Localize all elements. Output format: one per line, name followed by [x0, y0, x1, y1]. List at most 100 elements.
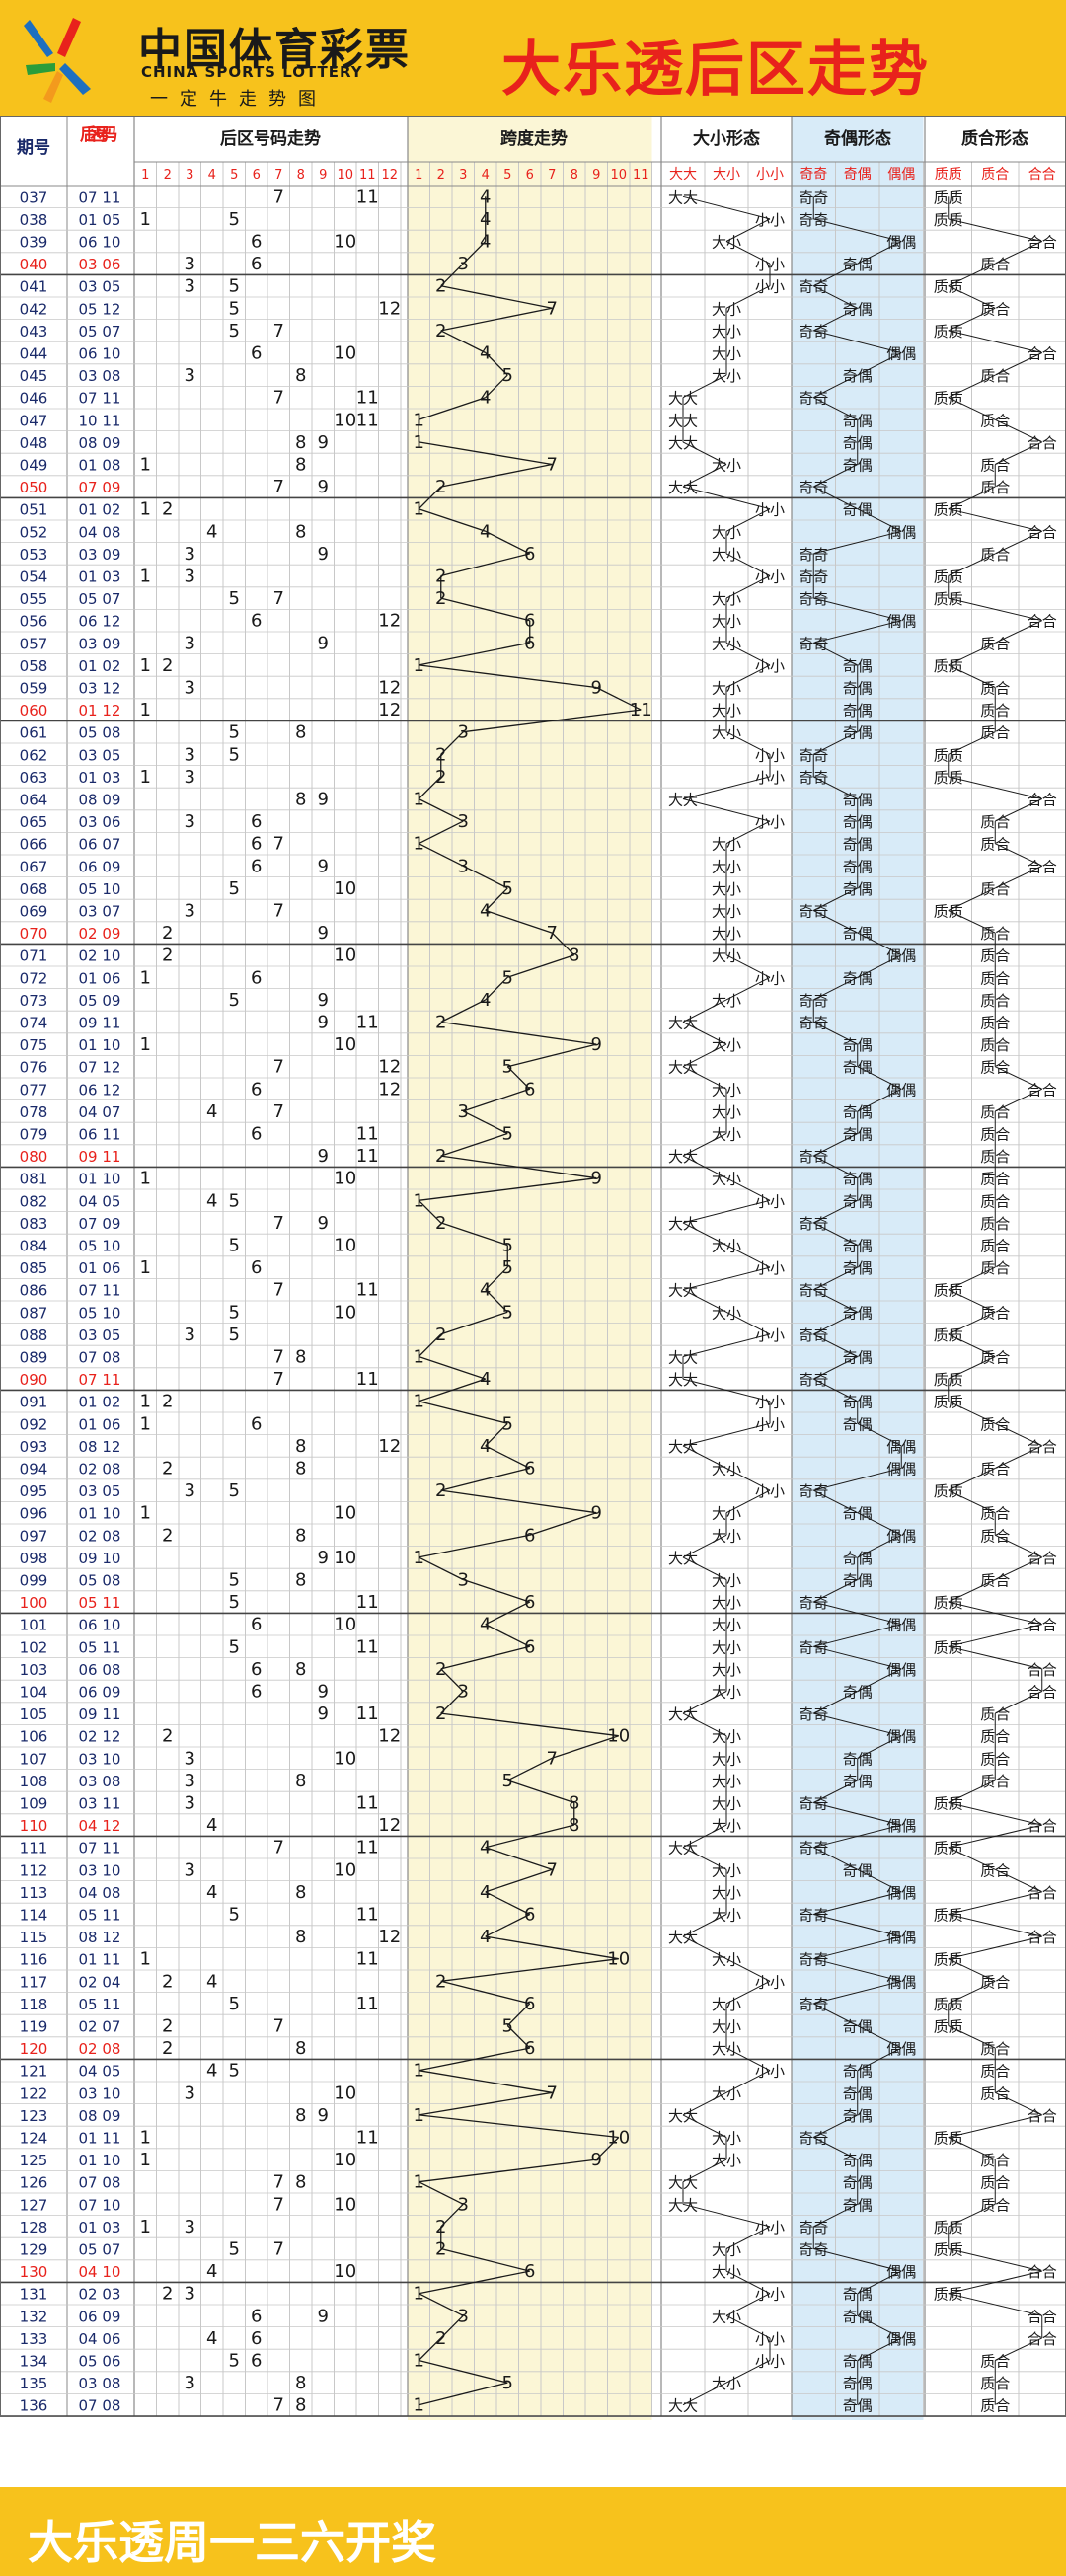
span-connector [418, 797, 464, 822]
prime-mark: 质质 [934, 390, 963, 408]
prime-connector [948, 1914, 1042, 1937]
trend-number-mark: 12 [378, 1057, 401, 1078]
span-connector [419, 2047, 530, 2072]
size-mark: 小小 [755, 969, 785, 987]
size-connector [725, 2226, 771, 2249]
prime-connector [948, 1624, 1042, 1647]
span-connector [440, 731, 464, 755]
span-connector [529, 1512, 597, 1536]
size-connector [725, 2070, 771, 2093]
prime-column-label: 质质 [935, 167, 962, 183]
size-mark: 小小 [755, 2063, 785, 2081]
trend-number-mark: 7 [273, 1213, 284, 1234]
prime-mark: 质合 [980, 1304, 1010, 1322]
span-connector [462, 1110, 508, 1135]
issue-number: 064 [20, 792, 48, 809]
span-connector [552, 1735, 619, 1759]
prime-connector [948, 887, 996, 911]
parity-connector [813, 2248, 902, 2272]
parity-connector [813, 1022, 858, 1045]
parity-connector [813, 1199, 858, 1224]
back-numbers-cell: 06 09 [79, 858, 121, 875]
trend-number-mark: 8 [295, 1459, 306, 1479]
size-mark: 大大 [668, 479, 698, 496]
trend-number-mark: 12 [378, 1436, 401, 1457]
prime-mark: 质合 [980, 546, 1010, 564]
parity-mark: 奇奇 [799, 1371, 828, 1389]
parity-connector [813, 397, 858, 420]
size-connector [725, 2047, 771, 2072]
issue-number: 090 [20, 1371, 48, 1389]
trend-number-mark: 8 [295, 1347, 306, 1368]
parity-connector [813, 1222, 858, 1246]
parity-mark: 奇偶 [843, 367, 873, 385]
size-connector [682, 1378, 771, 1402]
prime-column-label: 质合 [981, 167, 1009, 183]
trend-number-mark: 9 [318, 1704, 329, 1724]
trend-number-mark: 9 [318, 2306, 329, 2326]
trend-number-mark: 1 [140, 1392, 151, 1412]
size-mark: 大小 [712, 546, 741, 564]
prime-connector [948, 2137, 996, 2160]
trend-number-mark: 2 [162, 923, 173, 944]
trend-number-mark: 2 [162, 946, 173, 966]
parity-connector [813, 1645, 902, 1670]
trend-column-label: 8 [297, 168, 305, 183]
trend-number-mark: 7 [273, 477, 284, 497]
span-connector [419, 2359, 508, 2384]
size-connector [682, 1534, 727, 1558]
prime-mark: 合合 [1028, 1081, 1057, 1099]
back-numbers-cell: 04 05 [79, 1192, 121, 1210]
size-mark: 大大 [668, 2107, 698, 2125]
trend-number-mark: 2 [162, 1971, 173, 1992]
trend-number-mark: 8 [295, 1525, 306, 1546]
trend-number-mark: 1 [140, 499, 151, 520]
issue-number: 129 [20, 2241, 48, 2259]
back-numbers-cell: 07 09 [79, 1215, 121, 1233]
prime-connector [995, 352, 1042, 376]
parity-connector [813, 1980, 902, 2005]
trend-number-mark: 5 [229, 2061, 240, 2082]
span-connector [419, 397, 486, 420]
size-mark: 小小 [755, 211, 785, 229]
parity-connector [813, 263, 858, 287]
size-connector [725, 1958, 771, 1982]
parity-connector [813, 464, 858, 488]
parity-connector [813, 1468, 902, 1491]
parity-mark: 奇偶 [843, 300, 873, 318]
parity-mark: 奇奇 [799, 1326, 828, 1344]
parity-mark: 奇偶 [843, 457, 873, 475]
parity-connector [857, 1422, 902, 1447]
parity-connector [813, 1378, 858, 1402]
span-column-label: 3 [459, 168, 467, 183]
trend-number-mark: 6 [251, 967, 262, 988]
issue-number: 124 [20, 2130, 48, 2148]
prime-mark: 质质 [934, 2286, 963, 2304]
size-mark: 小小 [755, 657, 785, 675]
parity-mark: 奇奇 [799, 903, 828, 921]
trend-number-mark: 10 [334, 878, 356, 899]
span-connector [507, 954, 574, 978]
issue-number: 105 [20, 1705, 48, 1723]
prime-connector [948, 2293, 1042, 2316]
issue-number: 047 [20, 412, 48, 429]
size-mark: 大小 [712, 947, 741, 965]
size-mark: 小小 [755, 2286, 785, 2304]
span-connector [419, 2091, 553, 2116]
trend-number-mark: 7 [273, 2016, 284, 2037]
issue-number: 115 [20, 1929, 48, 1946]
trend-number-mark: 3 [185, 365, 195, 386]
size-connector [682, 1199, 771, 1224]
prime-connector [948, 1645, 1042, 1670]
span-connector [485, 1847, 553, 1870]
back-numbers-cell: 05 11 [79, 1638, 121, 1656]
issue-number: 080 [20, 1148, 48, 1166]
span-connector [485, 1891, 531, 1916]
parity-connector [857, 1088, 902, 1112]
parity-connector [857, 932, 902, 956]
size-connector [682, 1289, 727, 1313]
parity-mark: 奇偶 [843, 969, 873, 987]
prime-mark: 质合 [980, 1861, 1010, 1879]
issue-number: 083 [20, 1215, 48, 1233]
trend-chart-panel: 期号 后区号码 后区号码走势 跨度走势 大小形态 奇偶形态 质合形态 1 2 3 4 5 6 7 8 9 10 1… [0, 116, 1066, 2487]
